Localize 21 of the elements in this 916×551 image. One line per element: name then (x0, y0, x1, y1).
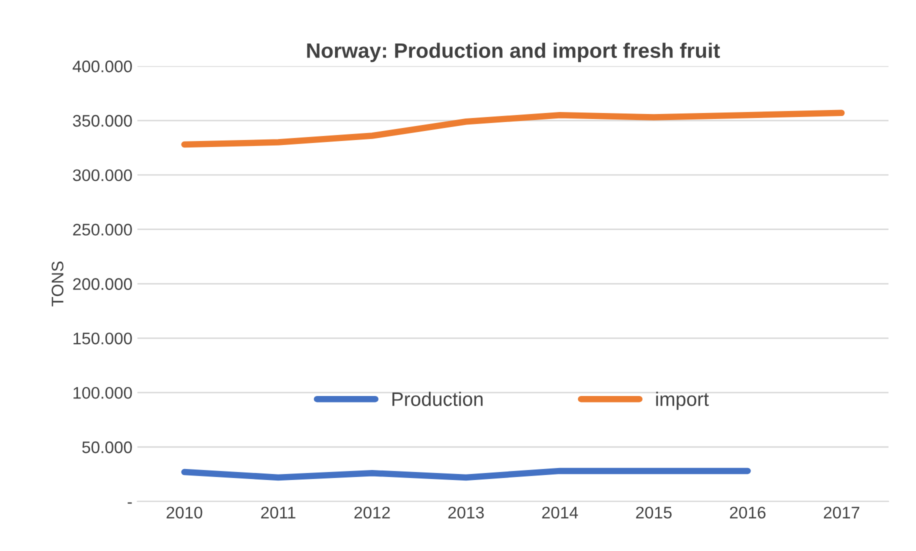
y-tick-label: 50.000 (82, 441, 132, 454)
x-tick-label: 2016 (730, 506, 766, 519)
x-tick-label: 2011 (261, 506, 296, 519)
legend-label: Production (392, 392, 483, 406)
y-tick-label: 150.000 (74, 332, 132, 344)
y-tick-label: - (128, 502, 132, 504)
x-tick-label: 2017 (824, 506, 860, 519)
y-tick-label: 250.000 (73, 224, 132, 236)
y-tick-label: 100.000 (74, 386, 132, 399)
y-tick-label: 400.000 (72, 60, 132, 72)
y-axis-title: TONS (52, 262, 64, 306)
y-tick-label: 350.000 (72, 114, 132, 127)
x-tick-label: 2012 (354, 506, 390, 519)
legend-label: import (656, 392, 709, 410)
x-tick-label: 2013 (448, 506, 484, 519)
x-tick-label: 2014 (542, 506, 578, 519)
y-tick-label: 300.000 (72, 169, 132, 182)
chart-title: Norway: Production and import fresh fruit (307, 42, 720, 62)
x-tick-label: 2010 (166, 506, 202, 519)
y-tick-label: 200.000 (73, 278, 132, 290)
x-tick-label: 2015 (636, 506, 672, 519)
